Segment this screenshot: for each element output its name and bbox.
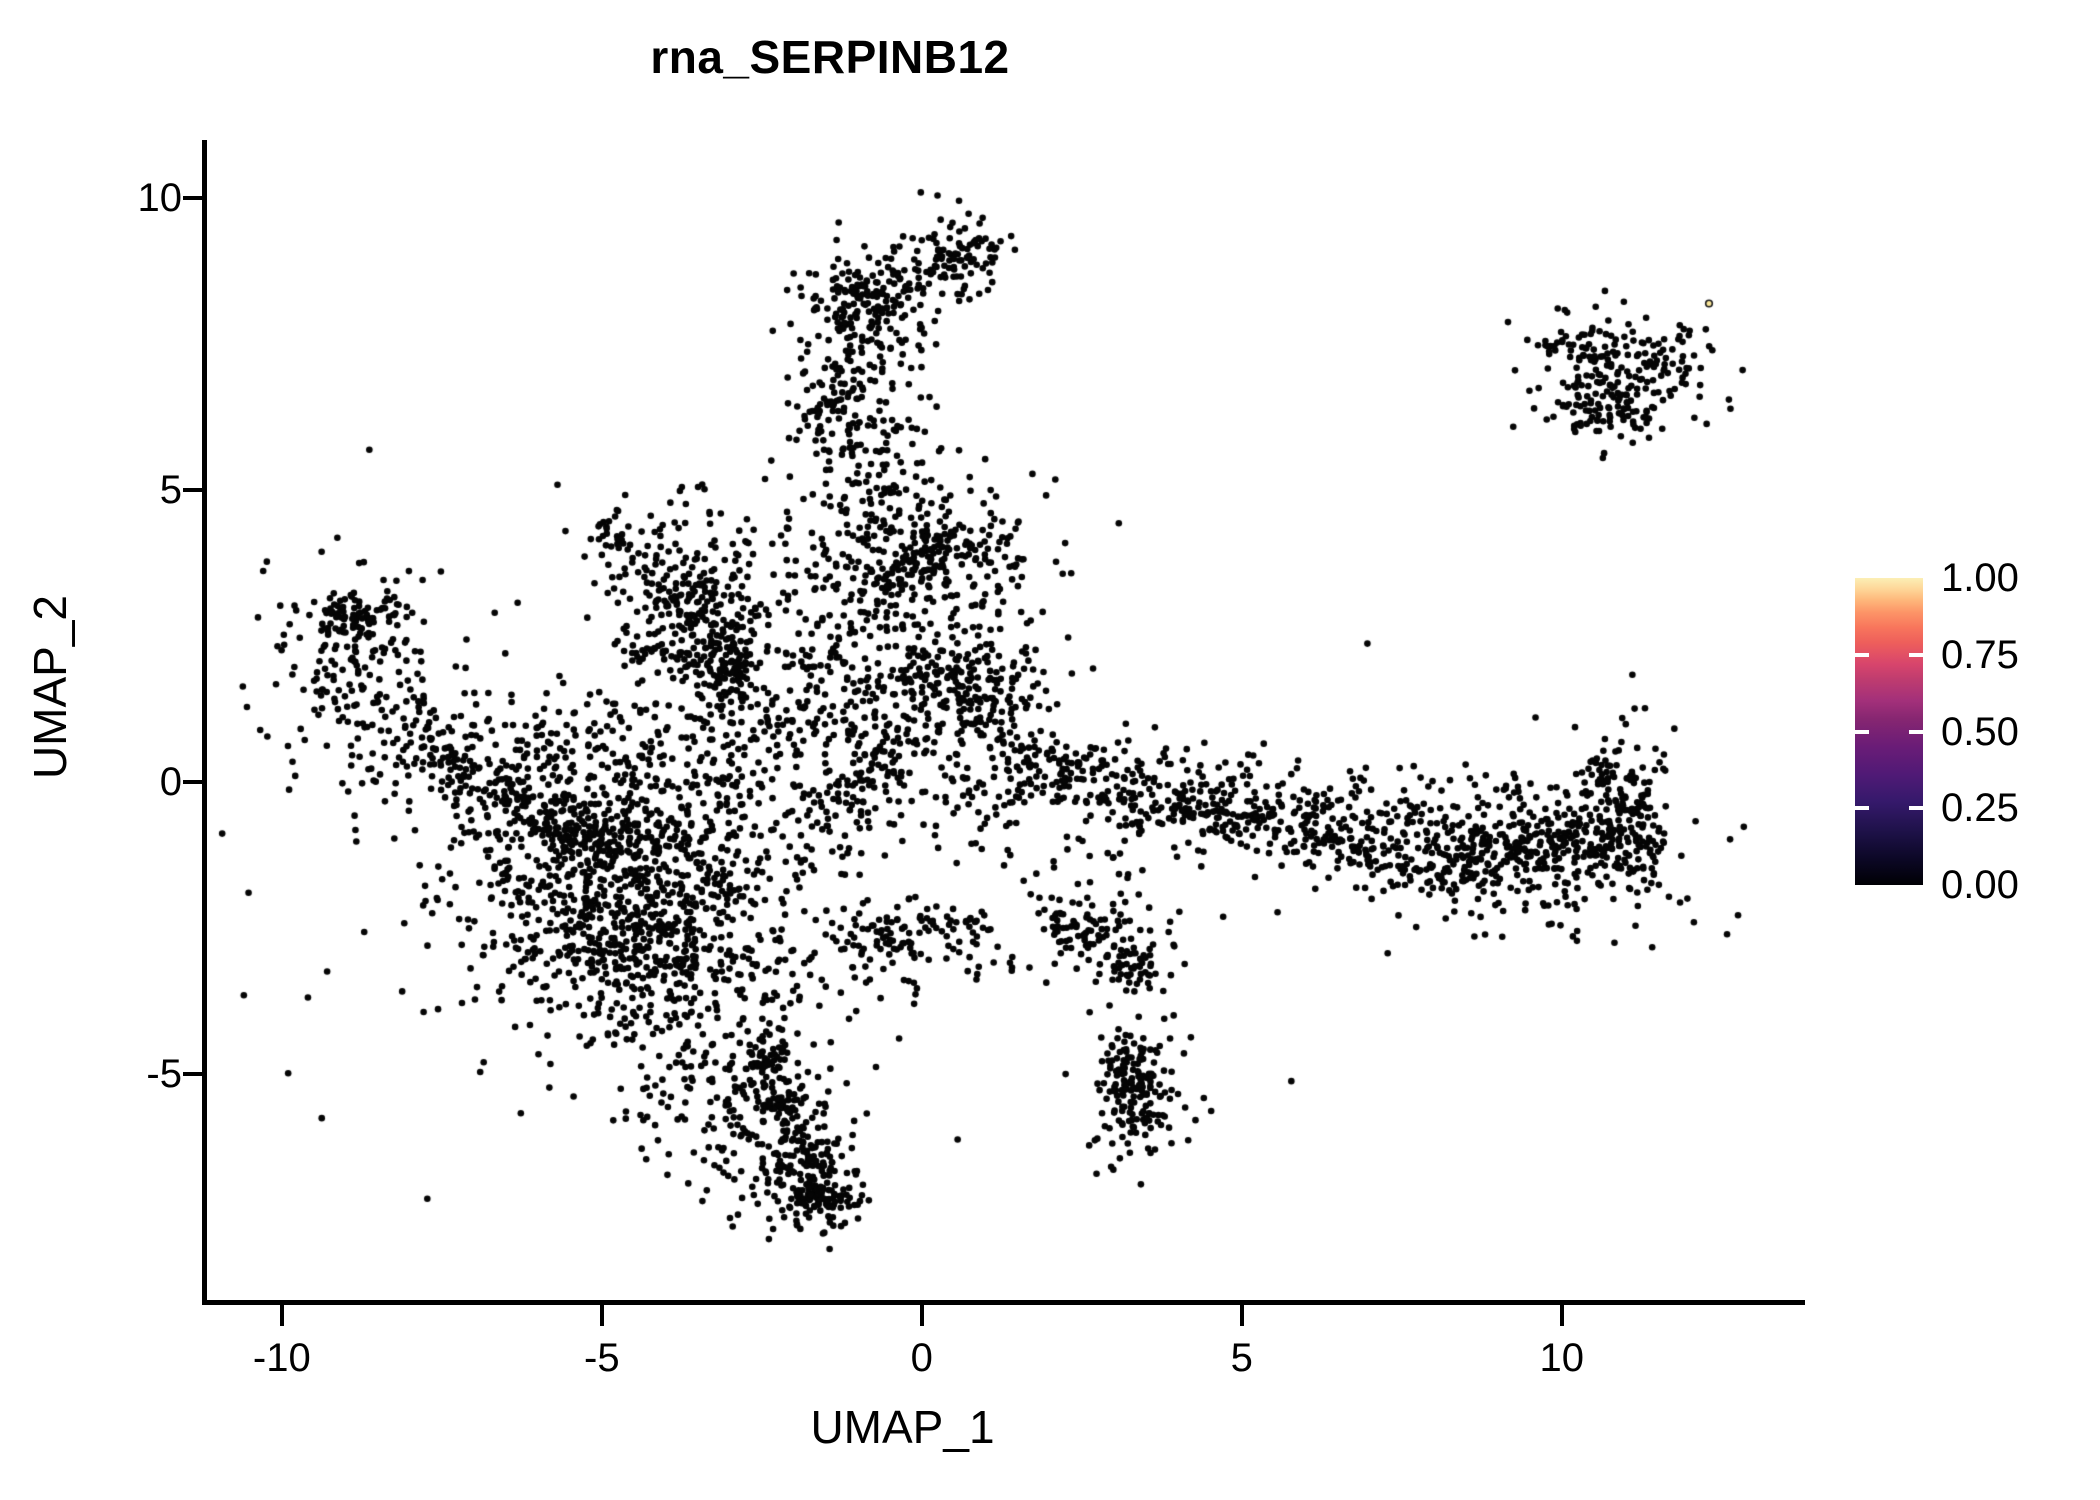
colorbar-tick-label: 0.75 [1941, 632, 2019, 677]
x-tick-label: 0 [910, 1336, 933, 1380]
colorbar-legend: 1.00 0.75 0.50 0.25 0.00 [1855, 558, 2085, 905]
y-tick-label: 0 [159, 760, 182, 805]
x-tick-mark [1559, 1305, 1564, 1326]
colorbar-tick-label: 0.00 [1941, 863, 2019, 907]
x-tick-label: -10 [252, 1336, 311, 1380]
colorbar-tick-mark [1855, 806, 1869, 811]
y-tick-mark [183, 780, 204, 785]
x-axis-line [202, 1300, 1805, 1305]
colorbar-tick-label: 0.25 [1941, 786, 2019, 831]
colorbar-tick-label: 0.50 [1941, 709, 2019, 754]
y-tick-label: 10 [137, 176, 183, 221]
y-tick-mark [183, 1072, 204, 1077]
scatter-plot-panel [205, 140, 1805, 1302]
y-axis-line [202, 140, 207, 1305]
x-axis-title: UMAP_1 [810, 1401, 995, 1453]
x-tick-mark [919, 1305, 924, 1326]
x-tick-mark [279, 1305, 284, 1326]
colorbar-tick-mark [1855, 729, 1869, 734]
x-tick-mark [599, 1305, 604, 1326]
x-tick-label: -5 [584, 1336, 620, 1380]
colorbar-tick-mark [1909, 806, 1923, 811]
x-tick-label: 10 [1539, 1336, 1585, 1380]
y-tick-mark [183, 488, 204, 493]
colorbar-tick-mark [1909, 652, 1923, 657]
scatter-points-layer [205, 140, 1805, 1302]
y-tick-mark [183, 196, 204, 201]
colorbar-tick-label: 1.00 [1941, 556, 2019, 600]
colorbar-tick-mark [1909, 729, 1923, 734]
y-tick-label: 5 [159, 468, 182, 513]
colorbar-tick-mark [1855, 652, 1869, 657]
x-tick-mark [1239, 1305, 1244, 1326]
x-tick-label: 5 [1230, 1336, 1253, 1380]
y-axis-title: UMAP_2 [24, 594, 76, 780]
page-title: rna_SERPINB12 [650, 31, 1010, 83]
y-tick-label: -5 [146, 1052, 182, 1097]
